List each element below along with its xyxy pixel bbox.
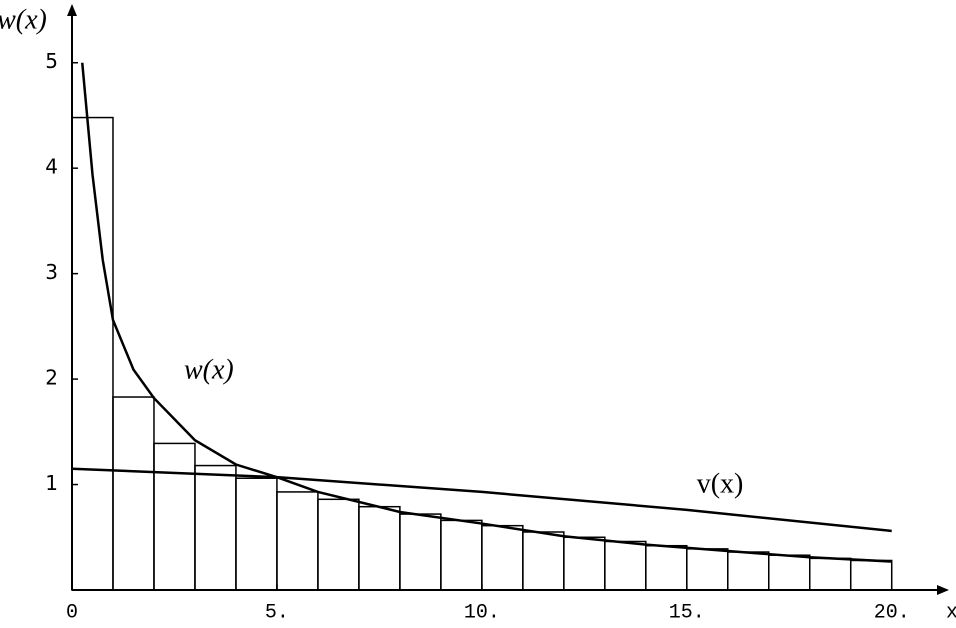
curve-label: w(x) (184, 354, 234, 385)
curve-label: v(x) (697, 468, 744, 499)
histogram-bar (276, 491, 319, 591)
histogram-bar (768, 554, 811, 591)
histogram-bar (686, 548, 729, 591)
histogram-bar (563, 536, 606, 591)
histogram-bar (153, 442, 196, 591)
histogram-bar (112, 396, 155, 591)
histogram-bar (194, 464, 237, 591)
x-tick-label: 0 (66, 601, 78, 624)
curve (71, 467, 892, 533)
histogram-bar (440, 519, 483, 591)
histogram-bar (522, 531, 565, 591)
x-tick-label: 10. (464, 601, 500, 624)
x-tick-label: 15. (669, 601, 705, 624)
histogram-bar (71, 116, 114, 591)
x-tick-label: 5. (265, 601, 289, 624)
y-tick-label: 3 (45, 260, 58, 284)
x-axis-label: x (946, 601, 956, 624)
histogram-bar (235, 477, 278, 591)
histogram-bar (808, 557, 852, 591)
histogram-bar (727, 551, 770, 591)
histogram-bar (645, 544, 688, 591)
histogram-bar (399, 513, 442, 591)
histogram-bar (317, 498, 360, 591)
y-tick-label: 4 (45, 155, 58, 179)
y-axis-label: w(x) (0, 4, 47, 35)
y-tick-label: 1 (45, 471, 58, 495)
histogram-bar (849, 559, 893, 591)
x-tick-label: 20. (874, 601, 910, 624)
histogram-bar (358, 505, 401, 591)
curve (81, 62, 892, 563)
histogram-bar (604, 540, 647, 591)
y-tick-label: 2 (45, 366, 58, 390)
histogram-bar (481, 524, 524, 591)
y-tick-label: 5 (45, 49, 58, 73)
